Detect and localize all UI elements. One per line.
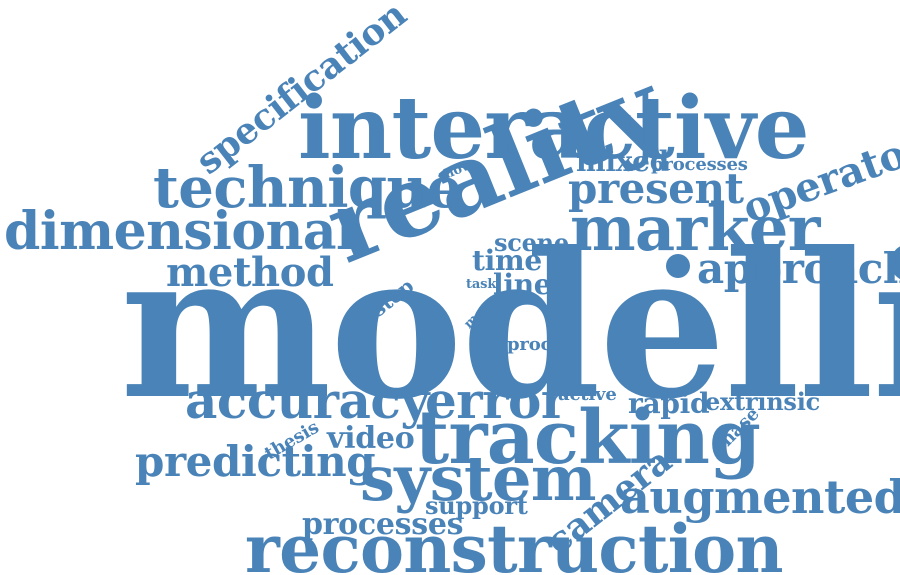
word-rapid: rapid <box>628 387 710 420</box>
word-dimensional: dimensional <box>4 201 356 262</box>
word-single: processes <box>651 154 748 175</box>
word-method: method <box>166 249 334 296</box>
word-scene: scene <box>494 228 569 257</box>
word-tracking: tracking <box>415 395 761 481</box>
word-approach: approach <box>697 244 900 293</box>
word-support: support <box>425 491 528 520</box>
word-video: video <box>327 421 415 456</box>
word-time: time <box>472 244 542 277</box>
word-reconstruction: reconstruction <box>245 510 784 575</box>
bullet-dot <box>666 254 690 278</box>
word-line: line <box>493 268 552 301</box>
word-processes: processes <box>302 507 464 542</box>
word-technique: technique <box>153 155 462 221</box>
word-extrinsic: extrinsic <box>705 387 820 416</box>
word-system: system <box>360 442 596 515</box>
word-mixed: mixed <box>576 145 669 178</box>
word-task: task <box>466 277 497 292</box>
word-accuracy: accuracy <box>185 371 429 430</box>
word-modelling: modelling <box>120 209 900 444</box>
word-error: error <box>425 371 567 430</box>
word-predicting: predicting <box>135 437 376 486</box>
word-proc: proc <box>507 334 552 355</box>
word-present: present <box>568 164 744 213</box>
word-marker: marker <box>570 192 820 265</box>
word-augmented: augmented <box>620 470 900 524</box>
word-active: active <box>558 384 617 405</box>
word-interactive: interactive <box>298 78 810 179</box>
